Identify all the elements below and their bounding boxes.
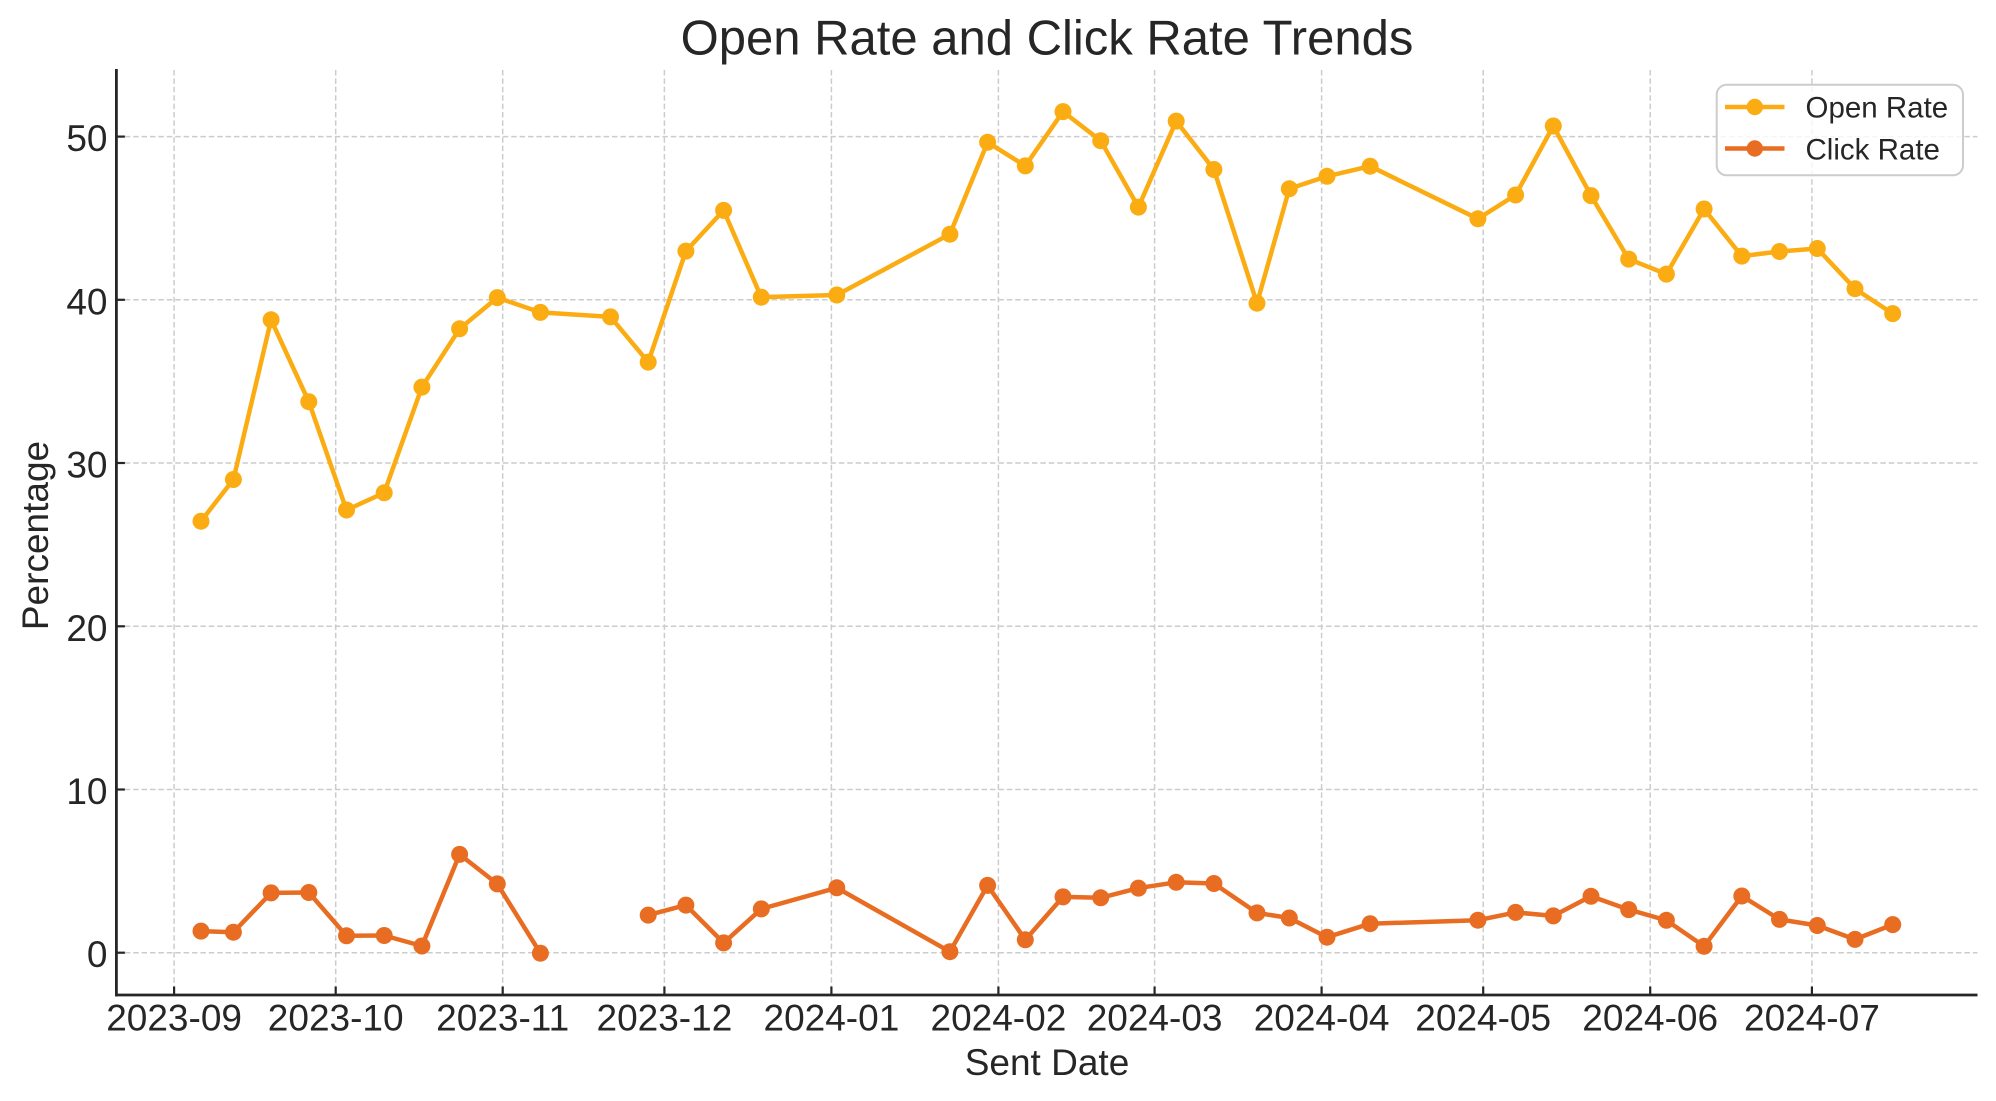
svg-text:10: 10	[66, 771, 107, 812]
svg-text:Sent Date: Sent Date	[965, 1042, 1130, 1083]
svg-text:20: 20	[66, 608, 107, 649]
svg-text:Open Rate and Click Rate Trend: Open Rate and Click Rate Trends	[681, 12, 1414, 66]
svg-text:2024-05: 2024-05	[1415, 998, 1551, 1039]
svg-text:Open Rate: Open Rate	[1806, 92, 1949, 125]
svg-text:2023-09: 2023-09	[106, 998, 242, 1039]
svg-text:40: 40	[66, 281, 107, 322]
svg-text:2024-01: 2024-01	[764, 998, 900, 1039]
svg-text:2024-06: 2024-06	[1582, 998, 1718, 1039]
svg-text:Percentage: Percentage	[15, 441, 56, 630]
svg-text:2023-11: 2023-11	[436, 998, 569, 1039]
svg-text:30: 30	[66, 445, 107, 486]
svg-text:50: 50	[66, 118, 107, 159]
svg-text:2023-10: 2023-10	[268, 998, 404, 1039]
svg-text:2024-07: 2024-07	[1744, 998, 1880, 1039]
svg-text:0: 0	[87, 934, 108, 975]
svg-text:2024-03: 2024-03	[1087, 998, 1223, 1039]
svg-text:2023-12: 2023-12	[597, 998, 733, 1039]
svg-text:Click Rate: Click Rate	[1806, 133, 1940, 166]
svg-text:2024-02: 2024-02	[931, 998, 1067, 1039]
svg-text:2024-04: 2024-04	[1254, 998, 1390, 1039]
